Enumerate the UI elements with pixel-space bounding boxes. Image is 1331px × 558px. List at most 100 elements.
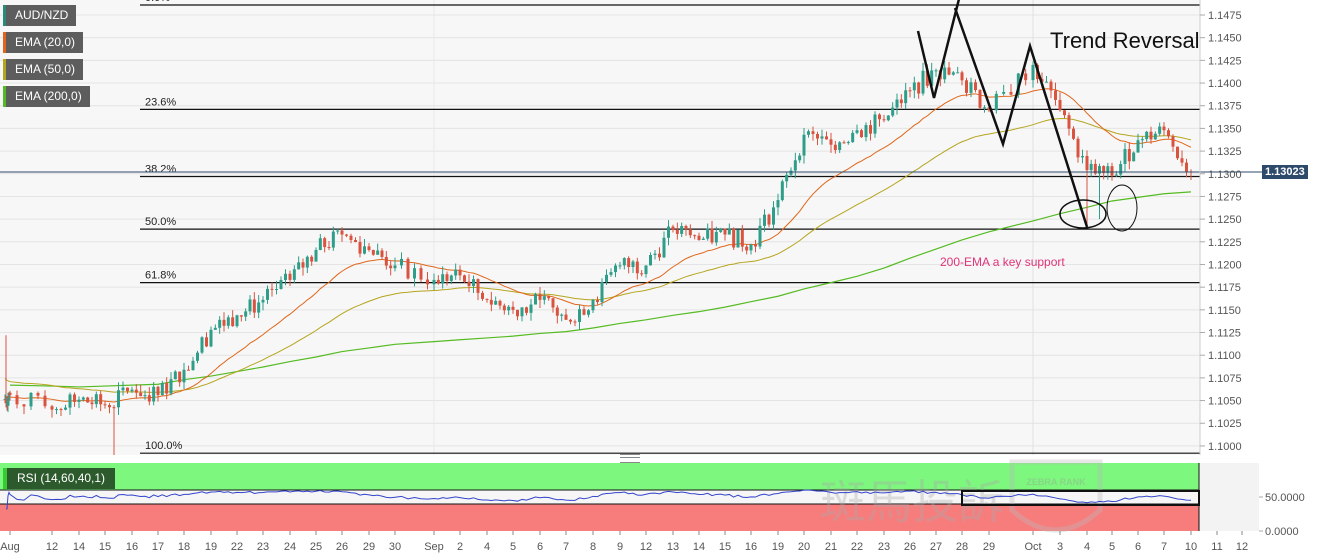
candle: [878, 114, 881, 120]
x-tick-label: 22: [851, 541, 863, 553]
candle: [130, 389, 134, 392]
candle: [547, 296, 551, 299]
candle: [147, 395, 151, 402]
x-tick-label: 7: [563, 541, 569, 553]
x-tick-label: 20: [798, 541, 810, 553]
candle: [833, 144, 837, 151]
candle: [209, 329, 213, 347]
candle: [73, 394, 76, 402]
candle: [231, 317, 235, 327]
pattern-drawing: [916, 0, 1138, 232]
candle: [6, 398, 10, 406]
legend-item[interactable]: EMA (20,0): [3, 32, 84, 53]
legend-item[interactable]: EMA (200,0): [3, 86, 90, 107]
candle: [226, 317, 230, 326]
candle: [191, 360, 195, 371]
x-tick-label: 25: [310, 541, 322, 553]
support-ellipse: [1059, 199, 1107, 229]
panel-resize-handle[interactable]: [620, 454, 640, 463]
candle: [413, 268, 416, 279]
candle: [516, 309, 519, 317]
candle: [904, 90, 908, 104]
candle: [701, 238, 705, 240]
candle: [873, 114, 877, 134]
fibonacci-levels: 0.0% 23.6% 38.2% 50.0% 61.8% 100.0%: [140, 0, 1200, 454]
candle: [8, 392, 12, 396]
rsi-oversold-zone: [0, 504, 1199, 531]
candle: [160, 382, 164, 396]
candle: [68, 394, 72, 408]
candle: [917, 82, 921, 94]
candle: [529, 304, 533, 313]
candle: [376, 250, 380, 255]
candle: [1127, 149, 1131, 162]
rsi-legend[interactable]: RSI (14,60,40,1): [3, 468, 116, 489]
candle: [432, 279, 436, 285]
candle: [614, 265, 617, 273]
candle: [1076, 138, 1080, 158]
candle: [951, 72, 955, 75]
legend-item[interactable]: EMA (50,0): [3, 59, 84, 80]
candle: [605, 274, 608, 283]
candle: [178, 371, 182, 383]
candle: [507, 306, 511, 311]
candle: [494, 300, 498, 305]
candle: [90, 402, 94, 405]
y-tick-label: 1.1000: [1208, 441, 1242, 453]
candle: [252, 299, 256, 313]
candle: [29, 392, 33, 407]
candle: [305, 256, 309, 268]
y-tick-label: 1.1325: [1208, 146, 1242, 158]
candle: [758, 225, 762, 247]
candle: [912, 82, 916, 91]
watermark-brand: ZEBRA RANK: [1026, 477, 1086, 487]
price-axis[interactable]: 1.1475 1.1450 1.1425 1.1400 1.1375 1.1350 1.13…: [1200, 10, 1242, 453]
rsi-axis-bg: [1199, 463, 1259, 531]
candle: [965, 80, 968, 93]
fib-label: 23.6%: [145, 96, 176, 108]
candle: [882, 119, 886, 121]
candle: [222, 319, 226, 326]
x-tick-label: 8: [590, 541, 596, 553]
candle: [785, 174, 789, 182]
candle: [297, 262, 301, 270]
candle: [749, 244, 753, 251]
legend-item[interactable]: AUD/NZD: [3, 5, 77, 26]
trend-reversal-annotation: Trend Reversal: [1050, 28, 1200, 53]
y-tick-label: 1.1225: [1208, 237, 1242, 249]
date-axis[interactable]: Aug 12 14 15 16 17 18 19 22 23 24 25 26 29 30 Sep 2 4 5 6 7 8…: [0, 531, 1248, 553]
candle: [235, 315, 239, 327]
candle: [1085, 155, 1089, 171]
fib-label: 61.8%: [145, 270, 176, 282]
candle: [714, 231, 718, 243]
candle: [520, 307, 524, 317]
candle: [609, 272, 613, 275]
rsi-tick-label: 50.0000: [1265, 492, 1305, 504]
candle: [367, 246, 371, 250]
candle: [336, 230, 340, 232]
candle: [463, 275, 466, 282]
rsi-line: [6, 489, 1192, 510]
candle: [1162, 126, 1166, 131]
candle: [983, 107, 986, 109]
ema-50-path: [4, 117, 1192, 393]
candle: [825, 136, 828, 140]
candle: [1149, 131, 1153, 140]
x-tick-label: 5: [510, 541, 516, 553]
x-tick-label: 16: [745, 541, 757, 553]
candle: [780, 181, 784, 201]
candle: [143, 395, 147, 397]
candle: [688, 229, 692, 236]
y-tick-label: 1.1400: [1208, 78, 1242, 90]
candle: [1110, 166, 1114, 176]
candle: [99, 394, 103, 405]
candle: [454, 269, 458, 276]
candle: [622, 258, 626, 266]
candle: [740, 229, 744, 247]
y-tick-label: 1.1350: [1208, 123, 1242, 135]
candle: [618, 265, 622, 267]
candle: [173, 371, 177, 380]
candle: [891, 107, 895, 116]
candle: [55, 409, 58, 411]
